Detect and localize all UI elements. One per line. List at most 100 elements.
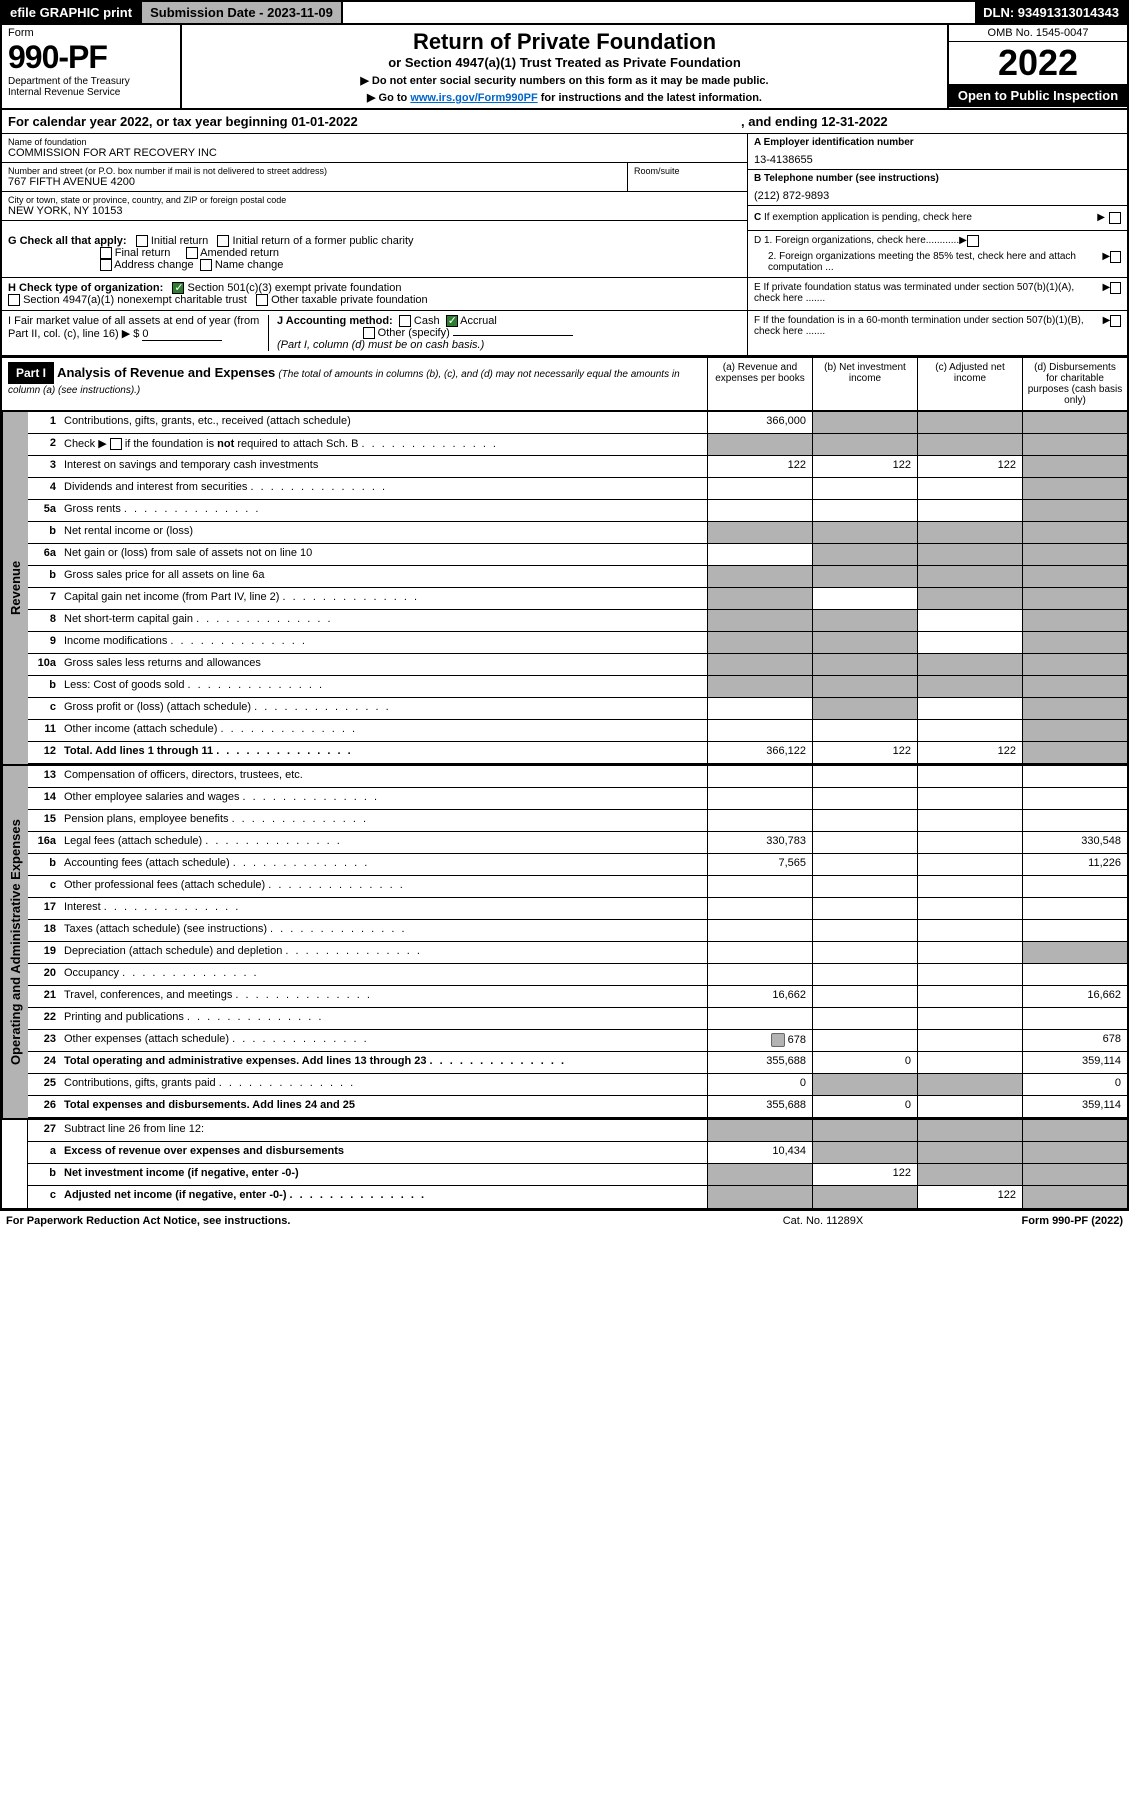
header-center: Return of Private Foundation or Section … bbox=[182, 25, 947, 108]
line-13: 13Compensation of officers, directors, t… bbox=[28, 766, 1127, 788]
i-value: 0 bbox=[142, 328, 222, 341]
initial-return-checkbox[interactable] bbox=[136, 235, 148, 247]
opt-amended: Amended return bbox=[200, 247, 279, 259]
ein-label: A Employer identification number bbox=[754, 137, 1121, 148]
g-label: G Check all that apply: bbox=[8, 235, 127, 247]
arrow-icon: ▶ bbox=[1097, 212, 1105, 223]
omb-number: OMB No. 1545-0047 bbox=[949, 25, 1127, 42]
schb-checkbox[interactable] bbox=[110, 438, 122, 450]
final-return-checkbox[interactable] bbox=[100, 247, 112, 259]
line-6b: bGross sales price for all assets on lin… bbox=[28, 566, 1127, 588]
initial-former-checkbox[interactable] bbox=[217, 235, 229, 247]
open-public-label: Open to Public Inspection bbox=[949, 84, 1127, 107]
city-cell: City or town, state or province, country… bbox=[2, 192, 747, 221]
part1-header-row: Part I Analysis of Revenue and Expenses … bbox=[0, 357, 1129, 412]
line-27a: aExcess of revenue over expenses and dis… bbox=[28, 1142, 1127, 1164]
line-16a: 16aLegal fees (attach schedule) 330,7833… bbox=[28, 832, 1127, 854]
col-c-header: (c) Adjusted net income bbox=[917, 358, 1022, 410]
d1-checkbox[interactable] bbox=[967, 235, 979, 247]
arrow-icon: ▶ bbox=[1102, 251, 1110, 273]
revenue-table: Revenue 1Contributions, gifts, grants, e… bbox=[0, 412, 1129, 766]
foundation-name-cell: Name of foundation COMMISSION FOR ART RE… bbox=[2, 134, 747, 163]
part1-title: Analysis of Revenue and Expenses bbox=[57, 365, 275, 380]
info-left: Name of foundation COMMISSION FOR ART RE… bbox=[2, 134, 747, 231]
line-10c: cGross profit or (loss) (attach schedule… bbox=[28, 698, 1127, 720]
accrual-checkbox[interactable] bbox=[446, 315, 458, 327]
header-right: OMB No. 1545-0047 2022 Open to Public In… bbox=[947, 25, 1127, 108]
opt-address: Address change bbox=[114, 259, 194, 271]
form-number: 990-PF bbox=[8, 39, 174, 76]
dept-label: Department of the Treasury bbox=[8, 76, 174, 87]
line-5b: bNet rental income or (loss) bbox=[28, 522, 1127, 544]
calendar-begin: For calendar year 2022, or tax year begi… bbox=[8, 114, 741, 129]
calendar-year-row: For calendar year 2022, or tax year begi… bbox=[0, 110, 1129, 134]
line-3: 3Interest on savings and temporary cash … bbox=[28, 456, 1127, 478]
line-1: 1Contributions, gifts, grants, etc., rec… bbox=[28, 412, 1127, 434]
opt-initial: Initial return bbox=[151, 235, 208, 247]
line-14: 14Other employee salaries and wages bbox=[28, 788, 1127, 810]
line-19: 19Depreciation (attach schedule) and dep… bbox=[28, 942, 1127, 964]
c-label: C If exemption application is pending, c… bbox=[754, 212, 1093, 223]
expenses-side-label: Operating and Administrative Expenses bbox=[2, 766, 28, 1118]
form-title: Return of Private Foundation bbox=[186, 29, 943, 55]
f-right: F If the foundation is in a 60-month ter… bbox=[747, 311, 1127, 355]
address-change-checkbox[interactable] bbox=[100, 259, 112, 271]
e-text: E If private foundation status was termi… bbox=[754, 282, 1102, 304]
line-24: 24Total operating and administrative exp… bbox=[28, 1052, 1127, 1074]
line-21: 21Travel, conferences, and meetings 16,6… bbox=[28, 986, 1127, 1008]
tax-year: 2022 bbox=[949, 42, 1127, 84]
cash-checkbox[interactable] bbox=[399, 315, 411, 327]
note-post: for instructions and the latest informat… bbox=[538, 92, 762, 104]
phone-value: (212) 872-9893 bbox=[754, 190, 1121, 202]
amended-checkbox[interactable] bbox=[186, 247, 198, 259]
j-cash: Cash bbox=[414, 315, 440, 327]
header-left: Form 990-PF Department of the Treasury I… bbox=[2, 25, 182, 108]
i-block: I Fair market value of all assets at end… bbox=[8, 315, 268, 351]
g-row: G Check all that apply: Initial return I… bbox=[0, 231, 1129, 278]
j-block: J Accounting method: Cash Accrual Other … bbox=[268, 315, 741, 351]
f-checkbox[interactable] bbox=[1110, 315, 1121, 327]
line-12: 12Total. Add lines 1 through 11 366,1221… bbox=[28, 742, 1127, 764]
expenses-body: 13Compensation of officers, directors, t… bbox=[28, 766, 1127, 1118]
c-checkbox[interactable] bbox=[1109, 212, 1121, 224]
part1-desc: Part I Analysis of Revenue and Expenses … bbox=[2, 358, 707, 410]
other-taxable-checkbox[interactable] bbox=[256, 294, 268, 306]
note-ssn: ▶ Do not enter social security numbers o… bbox=[186, 74, 943, 87]
note-link: ▶ Go to www.irs.gov/Form990PF for instru… bbox=[186, 91, 943, 104]
irs-link[interactable]: www.irs.gov/Form990PF bbox=[410, 92, 537, 104]
attachment-icon[interactable] bbox=[771, 1033, 785, 1047]
expenses-table: Operating and Administrative Expenses 13… bbox=[0, 766, 1129, 1120]
line-16c: cOther professional fees (attach schedul… bbox=[28, 876, 1127, 898]
line-2: 2Check ▶ if the foundation is not requir… bbox=[28, 434, 1127, 456]
opt-name: Name change bbox=[215, 259, 284, 271]
footer-right: Form 990-PF (2022) bbox=[923, 1215, 1123, 1227]
info-grid: Name of foundation COMMISSION FOR ART RE… bbox=[0, 134, 1129, 231]
line-25: 25Contributions, gifts, grants paid 00 bbox=[28, 1074, 1127, 1096]
ein-cell: A Employer identification number 13-4138… bbox=[748, 134, 1127, 170]
e-checkbox[interactable] bbox=[1110, 282, 1121, 294]
line-27b: bNet investment income (if negative, ent… bbox=[28, 1164, 1127, 1186]
d-right: D 1. Foreign organizations, check here..… bbox=[747, 231, 1127, 277]
part1-label: Part I bbox=[8, 362, 54, 384]
note-pre: ▶ Go to bbox=[367, 92, 410, 104]
submission-date: Submission Date - 2023-11-09 bbox=[140, 2, 343, 23]
501c3-checkbox[interactable] bbox=[172, 282, 184, 294]
arrow-icon: ▶ bbox=[959, 235, 967, 247]
city-value: NEW YORK, NY 10153 bbox=[8, 205, 741, 217]
footer-left: For Paperwork Reduction Act Notice, see … bbox=[6, 1215, 723, 1227]
col-b-header: (b) Net investment income bbox=[812, 358, 917, 410]
form-header: Form 990-PF Department of the Treasury I… bbox=[0, 25, 1129, 110]
arrow-icon: ▶ bbox=[1103, 315, 1111, 337]
line-7: 7Capital gain net income (from Part IV, … bbox=[28, 588, 1127, 610]
d1-text: D 1. Foreign organizations, check here..… bbox=[754, 235, 959, 247]
line-4: 4Dividends and interest from securities bbox=[28, 478, 1127, 500]
d2-checkbox[interactable] bbox=[1110, 251, 1121, 263]
name-change-checkbox[interactable] bbox=[200, 259, 212, 271]
ein-value: 13-4138655 bbox=[754, 154, 1121, 166]
4947-checkbox[interactable] bbox=[8, 294, 20, 306]
line-15: 15Pension plans, employee benefits bbox=[28, 810, 1127, 832]
irs-label: Internal Revenue Service bbox=[8, 87, 174, 98]
city-label: City or town, state or province, country… bbox=[8, 195, 741, 205]
room-label: Room/suite bbox=[634, 166, 741, 176]
other-method-checkbox[interactable] bbox=[363, 327, 375, 339]
